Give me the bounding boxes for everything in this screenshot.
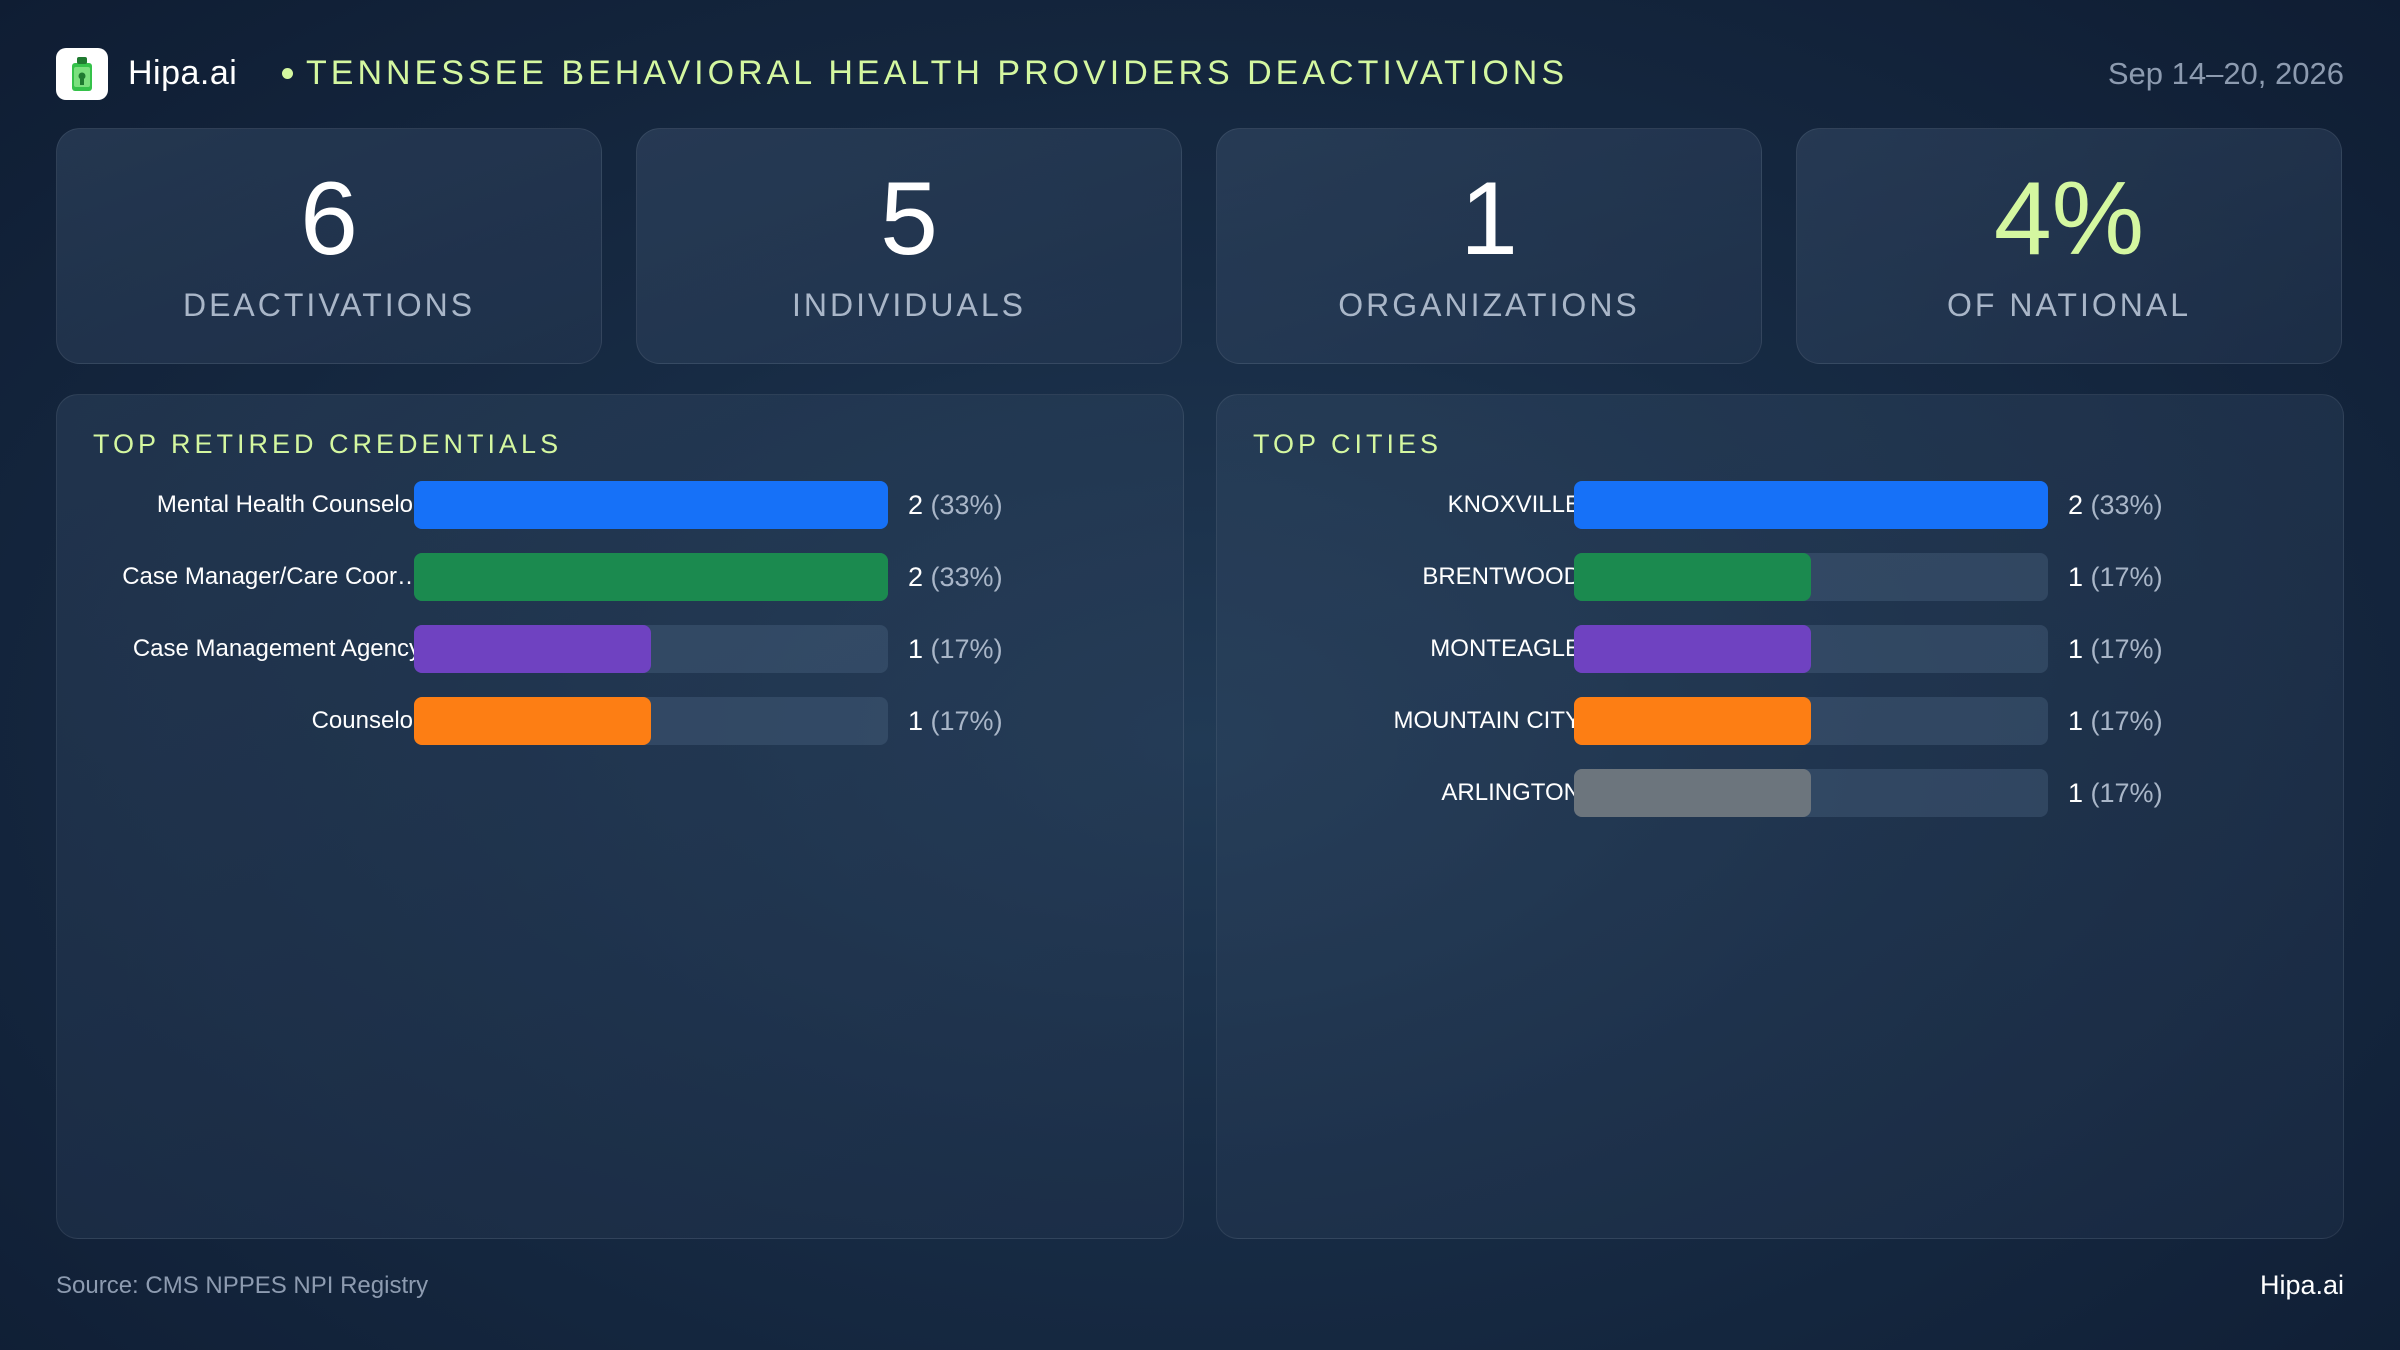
bar [1574, 625, 1811, 673]
footer-brand: Hipa.ai [2259, 1270, 2344, 1300]
bar [1574, 769, 1811, 817]
bar-percent: (17%) [923, 706, 1003, 736]
bar-track [414, 697, 888, 745]
bar-count: 2 [908, 490, 924, 520]
bar-row: Case Management Agency 1 (17%) [57, 625, 1183, 697]
bar-value-label: 1 (17%) [2068, 769, 2163, 817]
bar-row: ARLINGTON 1 (17%) [1217, 769, 2343, 841]
bar-row: MONTEAGLE 1 (17%) [1217, 625, 2343, 697]
bar-count: 2 [908, 562, 924, 592]
bar-label: BRENTWOOD [1422, 563, 1581, 590]
bar-percent: (17%) [923, 634, 1003, 664]
stat-label: INDIVIDUALS [792, 287, 1026, 323]
stat-card-deactivations: 6 DEACTIVATIONS [56, 128, 602, 364]
bar-track [1574, 769, 2048, 817]
bar-label: MONTEAGLE [1430, 635, 1581, 662]
bar-row: Counselor 1 (17%) [57, 697, 1183, 769]
bar-value-label: 2 (33%) [2068, 481, 2163, 529]
brand-name: Hipa.ai [128, 54, 238, 92]
bar-value-label: 2 (33%) [908, 553, 1003, 601]
bar-value-label: 1 (17%) [908, 697, 1003, 745]
stat-value: 5 [880, 161, 938, 277]
bar-percent: (33%) [923, 490, 1003, 520]
bar-track [414, 553, 888, 601]
bar [1574, 553, 1811, 601]
bar-label: ARLINGTON [1441, 779, 1581, 806]
cities-bar-chart: KNOXVILLE 2 (33%) BRENTWOOD 1 (17%) MONTEAGL… [1217, 481, 2343, 841]
bar-percent: (33%) [923, 562, 1003, 592]
bar-count: 1 [908, 706, 924, 736]
bar [1574, 481, 2048, 529]
bar-row: KNOXVILLE 2 (33%) [1217, 481, 2343, 553]
bar-track [1574, 625, 2048, 673]
stat-card-organizations: 1 ORGANIZATIONS [1216, 128, 1762, 364]
bar-count: 1 [2068, 778, 2084, 808]
bar-count: 2 [2068, 490, 2084, 520]
cities-panel: TOP CITIES KNOXVILLE 2 (33%) BRENTWOOD 1 (1… [1216, 394, 2344, 1239]
bar-percent: (33%) [2083, 490, 2163, 520]
cities-title: TOP CITIES [1253, 429, 1443, 459]
stat-value: 1 [1460, 161, 1518, 277]
bar-track [1574, 553, 2048, 601]
bar-count: 1 [2068, 706, 2084, 736]
bar-value-label: 2 (33%) [908, 481, 1003, 529]
bar-label: KNOXVILLE [1447, 491, 1581, 518]
bar-row: MOUNTAIN CITY 1 (17%) [1217, 697, 2343, 769]
bar [414, 625, 651, 673]
bar-value-label: 1 (17%) [2068, 553, 2163, 601]
bar [1574, 697, 1811, 745]
bar-row: Case Manager/Care Coor… 2 (33%) [57, 553, 1183, 625]
bar-label: Counselor [311, 707, 421, 734]
bar-label: Case Management Agency [132, 635, 421, 662]
bar-percent: (17%) [2083, 562, 2163, 592]
stat-value: 6 [300, 161, 358, 277]
bar-label: Case Manager/Care Coor… [122, 563, 421, 590]
credentials-bar-chart: Mental Health Counselor 2 (33%) Case Manag… [57, 481, 1183, 769]
bar-track [1574, 481, 2048, 529]
header: Hipa.ai TENNESSEE BEHAVIORAL HEALTH PROV… [56, 46, 2344, 102]
bar-track [414, 481, 888, 529]
date-range: Sep 14–20, 2026 [2107, 56, 2344, 91]
stat-card-national-share: 4% OF NATIONAL [1796, 128, 2342, 364]
hipa-logo-icon [56, 48, 108, 100]
source-note: Source: CMS NPPES NPI Registry [56, 1272, 429, 1299]
separator-dot [282, 68, 293, 79]
bar [414, 697, 651, 745]
bar-count: 1 [2068, 634, 2084, 664]
bar-count: 1 [2068, 562, 2084, 592]
stat-label: DEACTIVATIONS [182, 287, 476, 323]
bar-value-label: 1 (17%) [908, 625, 1003, 673]
page-title: TENNESSEE BEHAVIORAL HEALTH PROVIDERS DE… [306, 54, 1569, 92]
bar-percent: (17%) [2083, 706, 2163, 736]
bar-track [414, 625, 888, 673]
bar-row: BRENTWOOD 1 (17%) [1217, 553, 2343, 625]
bar-label: MOUNTAIN CITY [1393, 707, 1581, 734]
credentials-title: TOP RETIRED CREDENTIALS [93, 429, 563, 459]
bar-percent: (17%) [2083, 778, 2163, 808]
stat-value: 4% [1993, 161, 2145, 277]
bar [414, 553, 888, 601]
bar-row: Mental Health Counselor 2 (33%) [57, 481, 1183, 553]
bar-count: 1 [908, 634, 924, 664]
bar-value-label: 1 (17%) [2068, 625, 2163, 673]
bar-track [1574, 697, 2048, 745]
stat-card-individuals: 5 INDIVIDUALS [636, 128, 1182, 364]
bar [414, 481, 888, 529]
bar-label: Mental Health Counselor [156, 491, 421, 518]
stat-label: OF NATIONAL [1947, 287, 2191, 323]
credentials-panel: TOP RETIRED CREDENTIALS Mental Health Co… [56, 394, 1184, 1239]
stat-label: ORGANIZATIONS [1338, 287, 1640, 323]
bar-percent: (17%) [2083, 634, 2163, 664]
bar-value-label: 1 (17%) [2068, 697, 2163, 745]
